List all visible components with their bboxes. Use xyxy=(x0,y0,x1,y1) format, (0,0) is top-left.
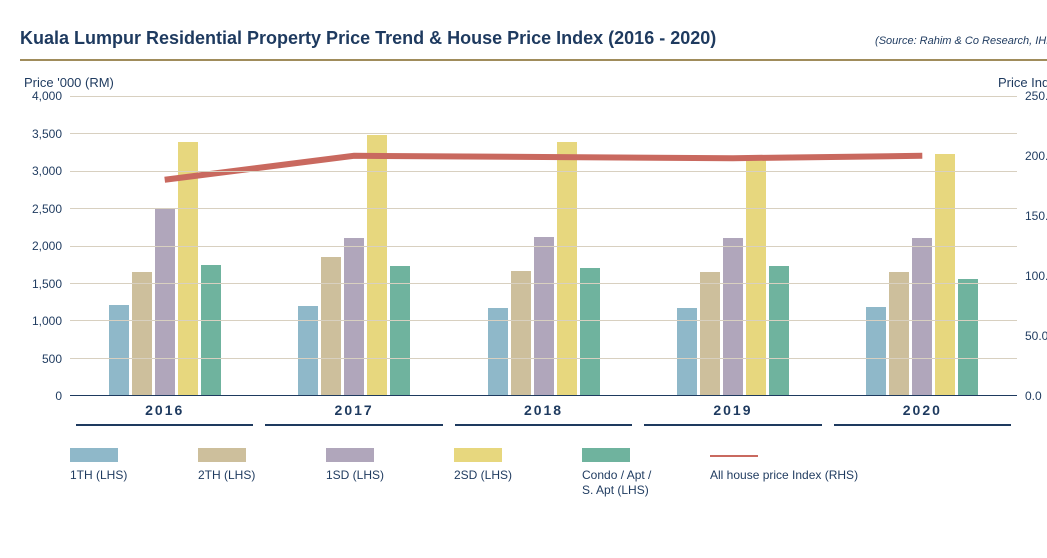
title-row: Kuala Lumpur Residential Property Price … xyxy=(20,20,1047,59)
legend-item-2th: 2TH (LHS) xyxy=(198,448,308,483)
y-axis-right: 250.0200.0150.0100.050.00.0 xyxy=(1017,96,1047,396)
bar-1sd xyxy=(155,209,175,395)
source-citation: (Source: Rahim & Co Research, IHRM) xyxy=(875,35,1047,47)
bar-condo xyxy=(580,268,600,395)
grid-line xyxy=(70,283,1017,284)
bar-1th xyxy=(109,305,129,395)
legend-swatch xyxy=(326,448,374,462)
legend-label: Condo / Apt /S. Apt (LHS) xyxy=(582,468,651,498)
bar-1sd xyxy=(912,238,932,395)
grid-line xyxy=(70,96,1017,97)
legend-swatch-line xyxy=(710,448,758,462)
x-tick: 2016 xyxy=(76,396,253,426)
bar-condo xyxy=(201,265,221,395)
legend-swatch xyxy=(70,448,118,462)
legend: 1TH (LHS) 2TH (LHS) 1SD (LHS) 2SD (LHS) Cond… xyxy=(70,448,1017,498)
bar-1sd xyxy=(344,238,364,395)
y-axis-left: 4,0003,5003,0002,5002,0001,5001,0005000 xyxy=(20,96,70,396)
legend-swatch xyxy=(454,448,502,462)
y-left-tick: 0 xyxy=(55,389,62,403)
legend-swatch xyxy=(198,448,246,462)
bar-condo xyxy=(769,266,789,395)
divider xyxy=(20,59,1047,61)
x-tick: 2018 xyxy=(455,396,632,426)
bar-2th xyxy=(321,257,341,395)
legend-label: All house price Index (RHS) xyxy=(710,468,858,483)
y-right-tick: 0.0 xyxy=(1025,389,1042,403)
x-tick: 2017 xyxy=(265,396,442,426)
grid-line xyxy=(70,320,1017,321)
grid-line xyxy=(70,246,1017,247)
legend-item-condo: Condo / Apt /S. Apt (LHS) xyxy=(582,448,692,498)
chart-container: Kuala Lumpur Residential Property Price … xyxy=(20,20,1047,498)
chart-title: Kuala Lumpur Residential Property Price … xyxy=(20,28,716,49)
bar-2th xyxy=(889,272,909,395)
legend-swatch xyxy=(582,448,630,462)
y-left-tick: 3,000 xyxy=(32,164,62,178)
x-tick: 2019 xyxy=(644,396,821,426)
grid-line xyxy=(70,171,1017,172)
legend-item-1sd: 1SD (LHS) xyxy=(326,448,436,483)
legend-item-1th: 1TH (LHS) xyxy=(70,448,180,483)
y-right-label: Price Index xyxy=(998,75,1047,90)
y-left-tick: 1,500 xyxy=(32,277,62,291)
y-right-tick: 200.0 xyxy=(1025,149,1047,163)
y-right-tick: 250.0 xyxy=(1025,89,1047,103)
bar-1th xyxy=(488,308,508,395)
bar-1sd xyxy=(723,238,743,395)
legend-item-2sd: 2SD (LHS) xyxy=(454,448,564,483)
legend-item-index: All house price Index (RHS) xyxy=(710,448,858,483)
y-right-tick: 100.0 xyxy=(1025,269,1047,283)
y-left-tick: 4,000 xyxy=(32,89,62,103)
bar-condo xyxy=(390,266,410,395)
y-left-tick: 3,500 xyxy=(32,127,62,141)
bar-1sd xyxy=(534,237,554,395)
bar-2th xyxy=(511,271,531,395)
plot-area xyxy=(70,96,1017,396)
axis-labels-row: Price '000 (RM) Price Index xyxy=(20,75,1047,96)
chart-area: 4,0003,5003,0002,5002,0001,5001,0005000 … xyxy=(20,96,1047,396)
bar-2th xyxy=(700,272,720,395)
bar-condo xyxy=(958,279,978,395)
grid-line xyxy=(70,208,1017,209)
legend-label: 1TH (LHS) xyxy=(70,468,127,483)
grid-line xyxy=(70,358,1017,359)
y-left-label: Price '000 (RM) xyxy=(24,75,114,90)
legend-label: 2TH (LHS) xyxy=(198,468,255,483)
y-left-tick: 500 xyxy=(42,352,62,366)
bar-2sd xyxy=(746,157,766,395)
legend-label: 1SD (LHS) xyxy=(326,468,384,483)
x-tick: 2020 xyxy=(834,396,1011,426)
grid-line xyxy=(70,133,1017,134)
y-left-tick: 1,000 xyxy=(32,314,62,328)
y-left-tick: 2,500 xyxy=(32,202,62,216)
bar-2th xyxy=(132,272,152,395)
y-left-tick: 2,000 xyxy=(32,239,62,253)
x-axis: 2016 2017 2018 2019 2020 xyxy=(70,396,1017,426)
y-right-tick: 150.0 xyxy=(1025,209,1047,223)
bar-2sd xyxy=(367,135,387,395)
legend-label: 2SD (LHS) xyxy=(454,468,512,483)
y-right-tick: 50.0 xyxy=(1025,329,1047,343)
bar-2sd xyxy=(935,154,955,395)
